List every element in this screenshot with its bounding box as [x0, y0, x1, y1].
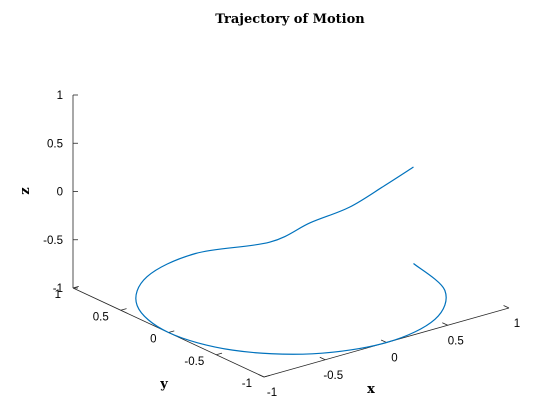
- y-tick-label: -0.5: [184, 356, 204, 368]
- axes: [72, 95, 510, 378]
- x-tick-mark: [380, 339, 387, 343]
- x-tick-mark: [442, 322, 448, 326]
- y-tick-label: -1: [242, 378, 252, 390]
- z-axis-label: z: [18, 187, 33, 194]
- x-tick-label: -0.5: [323, 370, 343, 382]
- trajectory-line: [135, 166, 447, 355]
- y-tick-mark: [120, 308, 127, 311]
- y-axis-label: y: [159, 377, 168, 392]
- x-axis-label: x: [367, 382, 375, 397]
- x-tick-mark: [503, 305, 510, 309]
- y-tick-label: 0.5: [93, 311, 109, 323]
- x-tick-label: -1: [267, 387, 277, 399]
- x-tick-mark: [258, 374, 265, 378]
- z-tick-label: -1: [53, 283, 63, 295]
- z-tick-label: 1: [57, 90, 63, 102]
- z-tick-label: -0.5: [43, 235, 63, 247]
- x-tick-label: 0: [391, 353, 397, 365]
- z-tick-label: 0.5: [47, 138, 63, 150]
- x-tick-label: 0.5: [448, 335, 464, 347]
- z-tick-label: 0: [57, 187, 63, 199]
- y-tick-mark: [216, 352, 223, 356]
- data-series: [135, 166, 447, 355]
- tick-marks: [72, 94, 510, 378]
- chart-title: Trajectory of Motion: [215, 12, 365, 27]
- tick-labels: -1-0.500.51-1-0.500.51-1-0.500.51: [43, 90, 520, 399]
- y-tick-label: 1: [55, 289, 61, 301]
- x-tick-label: 1: [514, 318, 520, 330]
- y-tick-mark: [168, 330, 175, 333]
- y-tick-mark: [263, 374, 270, 378]
- y-tick-label: 0: [150, 334, 156, 346]
- x-tick-mark: [319, 356, 326, 361]
